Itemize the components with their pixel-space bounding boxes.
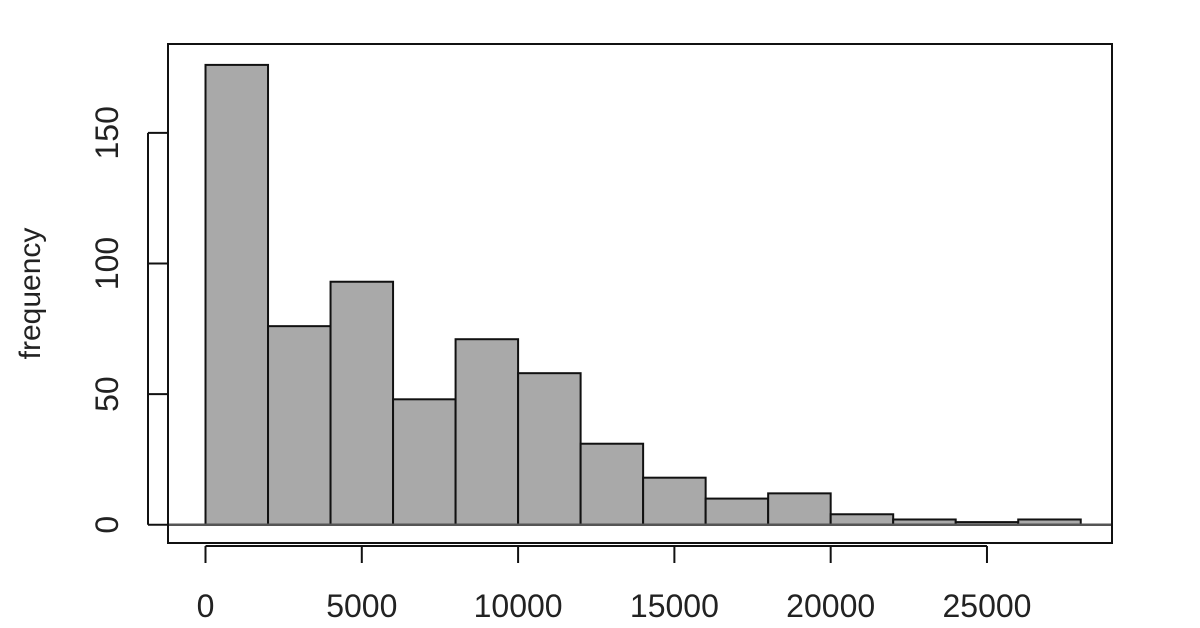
x-tick-label-3: 15000 <box>630 588 719 624</box>
x-tick-label-1: 5000 <box>326 588 397 624</box>
histogram-bar-10 <box>829 513 895 526</box>
histogram-bar-1 <box>267 325 332 526</box>
histogram-bar-4 <box>454 338 520 526</box>
y-tick-label-3: 150 <box>89 106 125 159</box>
y-axis: 0 50 100 150 <box>89 106 168 534</box>
histogram-bar-6 <box>579 442 645 526</box>
x-tick-label-5: 25000 <box>942 588 1031 624</box>
histogram-bar-2 <box>329 280 395 526</box>
histogram-bar-0 <box>204 63 270 526</box>
plot-frame <box>167 43 1113 544</box>
y-tick-label-0: 0 <box>89 516 125 534</box>
x-tick-label-2: 10000 <box>474 588 563 624</box>
histogram-bar-8 <box>704 497 770 526</box>
bars-group <box>204 63 1082 526</box>
histogram-bar-9 <box>767 492 832 526</box>
y-tick-label-1: 50 <box>89 376 125 412</box>
histogram-bar-3 <box>392 398 457 526</box>
histogram-bar-5 <box>517 372 582 526</box>
y-tick-label-2: 100 <box>89 237 125 290</box>
x-tick-label-0: 0 <box>197 588 215 624</box>
x-axis: 0 5000 10000 15000 20000 25000 <box>197 545 1031 624</box>
histogram-bar-7 <box>642 476 707 526</box>
x-tick-label-4: 20000 <box>786 588 875 624</box>
y-axis-label: frequency <box>14 228 47 360</box>
